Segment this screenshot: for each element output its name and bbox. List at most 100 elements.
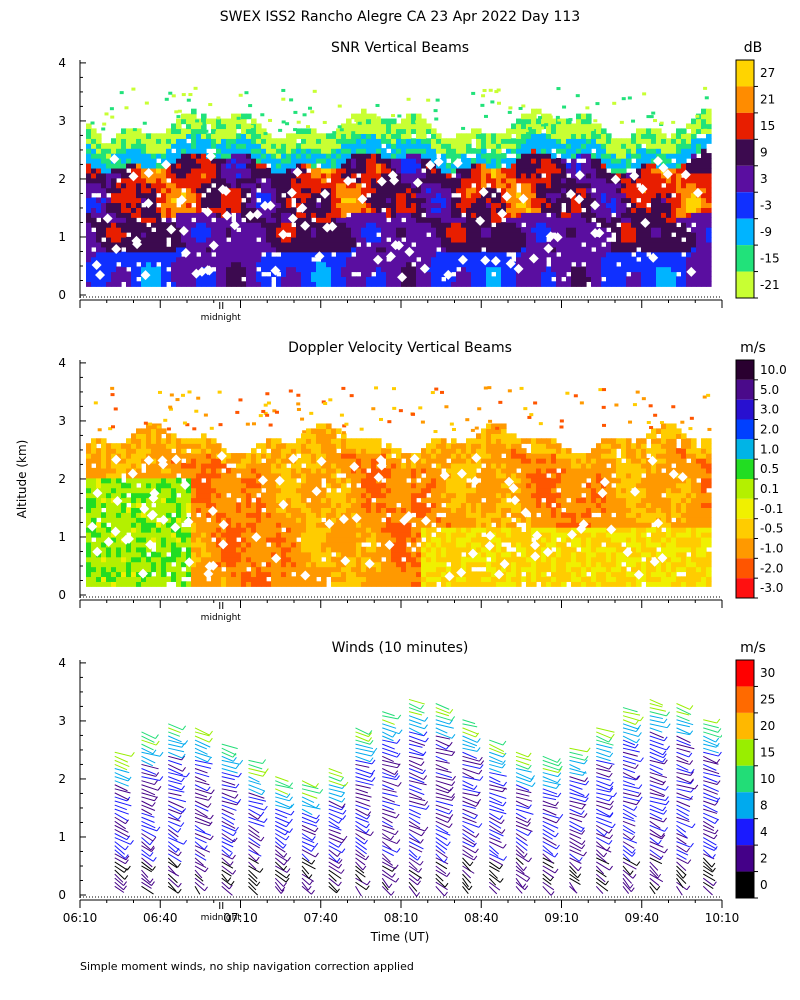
footnote: Simple moment winds, no ship navigation … — [80, 960, 414, 973]
heatmap-cell — [101, 143, 107, 149]
heatmap-cell — [606, 187, 612, 194]
heatmap-cell — [166, 561, 172, 568]
heatmap-cell — [521, 241, 527, 248]
heatmap-cell — [181, 138, 187, 144]
heatmap-cell — [601, 266, 607, 273]
heatmap-cell — [416, 261, 422, 268]
heatmap-cell — [376, 266, 382, 273]
heatmap-cell — [111, 492, 117, 499]
heatmap-cell — [446, 192, 452, 199]
heatmap-cell — [441, 227, 447, 233]
data-gap — [658, 162, 669, 173]
heatmap-cell — [331, 192, 337, 199]
heatmap-cell — [601, 251, 607, 258]
heatmap-cell — [496, 138, 502, 144]
heatmap-cell — [171, 477, 177, 484]
heatmap-cell — [686, 202, 692, 208]
heatmap-cell — [151, 187, 157, 194]
heatmap-cell — [346, 143, 352, 149]
heatmap-cell — [636, 207, 642, 213]
heatmap-cell — [411, 192, 417, 199]
heatmap-cell — [356, 113, 362, 120]
heatmap-cell — [481, 241, 487, 248]
heatmap-cell — [561, 172, 567, 179]
heatmap-cell — [231, 512, 237, 518]
heatmap-cell — [431, 148, 437, 154]
heatmap-cell — [186, 497, 192, 504]
heatmap-cell — [556, 202, 562, 208]
heatmap-cell — [116, 217, 122, 223]
heatmap-cell — [641, 281, 647, 287]
heatmap-cell — [316, 167, 322, 174]
heatmap-cell — [151, 423, 157, 430]
heatmap-cell — [681, 197, 687, 204]
heatmap-cell — [521, 227, 527, 233]
heatmap-cell — [581, 153, 587, 159]
heatmap-cell — [366, 138, 372, 144]
heatmap-cell — [226, 541, 232, 548]
heatmap-cell — [511, 227, 517, 233]
heatmap-cell — [406, 182, 412, 189]
heatmap-cell — [421, 153, 427, 159]
heatmap-cell — [236, 182, 242, 189]
heatmap-cell — [536, 123, 542, 130]
heatmap-cell — [136, 497, 142, 504]
heatmap-cell — [351, 187, 357, 194]
heatmap-cell — [706, 266, 712, 273]
data-gap — [610, 174, 621, 185]
heatmap-cell — [616, 251, 622, 258]
heatmap-cell — [131, 187, 137, 194]
heatmap-cell — [406, 281, 412, 287]
heatmap-cell — [591, 207, 597, 213]
heatmap-cell — [351, 167, 357, 174]
heatmap-cell — [611, 153, 617, 159]
heatmap-cell — [141, 522, 147, 528]
heatmap-cell — [506, 133, 512, 139]
heatmap-cell — [541, 153, 547, 159]
heatmap-cell — [571, 143, 577, 149]
heatmap-cell — [691, 207, 697, 213]
heatmap-cell — [436, 138, 442, 144]
heatmap-cell — [136, 512, 142, 518]
heatmap-cell — [171, 94, 176, 98]
heatmap-cell — [466, 143, 472, 149]
heatmap-cell — [676, 281, 682, 287]
heatmap-cell — [96, 531, 102, 538]
heatmap-cell — [496, 157, 502, 164]
heatmap-cell — [361, 207, 367, 213]
heatmap-cell — [291, 266, 297, 273]
heatmap-cell — [451, 251, 457, 258]
heatmap-cell — [336, 128, 342, 135]
heatmap-cell — [266, 217, 272, 223]
heatmap-cell — [191, 551, 197, 558]
heatmap-cell — [351, 197, 357, 204]
heatmap-cell — [421, 172, 427, 179]
heatmap-cell — [501, 197, 507, 204]
heatmap-cell — [496, 217, 502, 223]
heatmap-cell — [316, 261, 322, 268]
heatmap-cell — [106, 507, 112, 513]
heatmap-cell — [331, 182, 337, 189]
heatmap-cell — [96, 187, 102, 194]
heatmap-cell — [286, 227, 292, 233]
data-gap — [648, 252, 659, 263]
heatmap-cell — [541, 256, 547, 263]
heatmap-cell — [86, 256, 92, 263]
heatmap-cell — [326, 143, 332, 149]
heatmap-cell — [671, 153, 677, 159]
heatmap-cell — [146, 241, 152, 248]
heatmap-cell — [206, 482, 212, 489]
heatmap-cell — [701, 212, 707, 218]
heatmap-cell — [471, 202, 477, 208]
heatmap-cell — [701, 177, 707, 184]
heatmap-cell — [351, 143, 357, 149]
heatmap-cell — [201, 256, 207, 263]
heatmap-cell — [341, 276, 347, 282]
heatmap-cell — [521, 143, 527, 149]
heatmap-cell — [221, 182, 227, 189]
heatmap-cell — [591, 256, 597, 263]
heatmap-cell — [476, 182, 482, 189]
heatmap-cell — [356, 251, 362, 258]
heatmap-cell — [691, 266, 697, 273]
heatmap-cell — [216, 133, 222, 139]
